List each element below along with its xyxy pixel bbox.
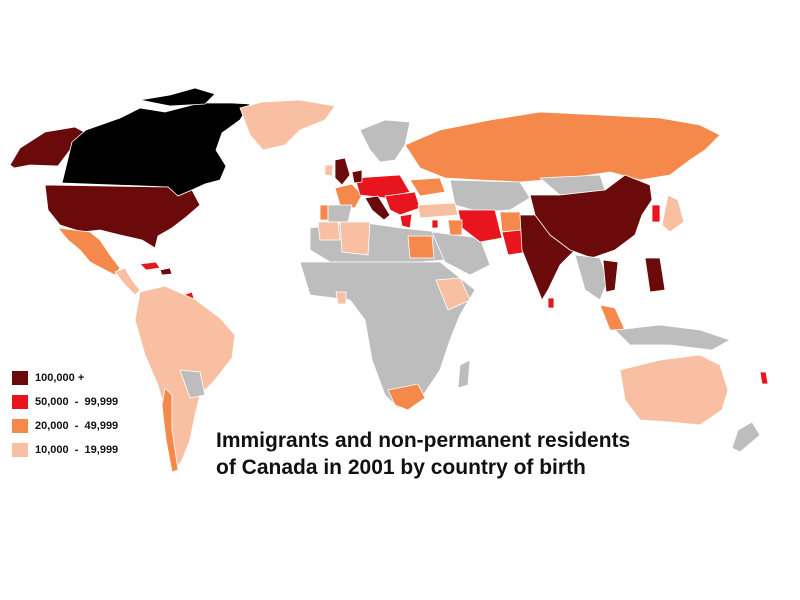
region-caribbean-jamaica [139, 261, 161, 271]
region-ghana [335, 291, 347, 305]
region-algeria [339, 221, 371, 256]
legend-label: 10,000 - 19,999 [35, 444, 119, 456]
region-caribbean-haiti [159, 267, 173, 276]
region-portugal [319, 204, 329, 221]
region-ukraine [409, 177, 446, 197]
region-lebanon [431, 219, 439, 229]
region-philippines [644, 257, 666, 293]
legend-label: 20,000 - 49,999 [35, 420, 119, 432]
legend-label: 100,000 + [35, 372, 85, 384]
legend-item: 100,000 + [12, 366, 192, 390]
map-title-line-1: Immigrants and non-permanent residents [216, 429, 631, 452]
region-chile [161, 387, 179, 473]
region-china [529, 174, 653, 259]
legend-label: 50,000 - 99,999 [35, 396, 119, 408]
region-greenland [239, 99, 336, 151]
region-paraguay [179, 369, 206, 399]
region-canada [61, 102, 251, 197]
legend-item: 50,000 - 99,999 [12, 390, 192, 414]
region-fiji [759, 371, 769, 385]
region-australia [619, 354, 729, 426]
region-turkey [417, 202, 459, 219]
map-legend: 100,000 + 50,000 - 99,999 20,000 - 49,99… [12, 366, 192, 462]
region-russia [404, 111, 721, 183]
region-sri-lanka [547, 297, 555, 309]
region-ethiopia [435, 277, 471, 311]
legend-swatch [12, 395, 28, 409]
region-netherlands [351, 169, 363, 184]
map-title-line-2: of Canada in 2001 by country of birth [216, 456, 586, 479]
region-vietnam [602, 259, 619, 293]
region-usa [44, 184, 201, 249]
region-southeast-asia [574, 254, 609, 301]
region-spain [327, 204, 353, 223]
region-madagascar [457, 359, 471, 389]
region-balkans [384, 191, 421, 216]
region-ireland [324, 164, 334, 177]
region-saudi-arabia [431, 231, 491, 276]
region-uk [334, 157, 351, 186]
region-indonesia [614, 324, 731, 351]
legend-item: 10,000 - 19,999 [12, 438, 192, 462]
region-korea [651, 204, 661, 223]
region-afghanistan [499, 211, 523, 233]
region-mexico [57, 227, 121, 276]
region-greece [399, 213, 413, 229]
legend-swatch [12, 371, 28, 385]
region-south-africa [387, 383, 426, 411]
legend-swatch [12, 443, 28, 457]
legend-swatch [12, 419, 28, 433]
map-title: Immigrants and non-permanent residents o… [216, 427, 686, 481]
region-scandinavia [359, 119, 411, 163]
region-italy [364, 195, 391, 221]
region-new-zealand [731, 421, 761, 453]
region-morocco [317, 221, 341, 241]
region-central-america [114, 267, 141, 296]
region-malaysia [599, 304, 626, 331]
region-central-asia [449, 179, 531, 213]
region-egypt [407, 235, 435, 259]
region-japan [661, 194, 685, 233]
region-france [334, 183, 363, 209]
legend-item: 20,000 - 49,999 [12, 414, 192, 438]
region-canada-islands [139, 87, 216, 107]
region-iraq [447, 219, 463, 236]
